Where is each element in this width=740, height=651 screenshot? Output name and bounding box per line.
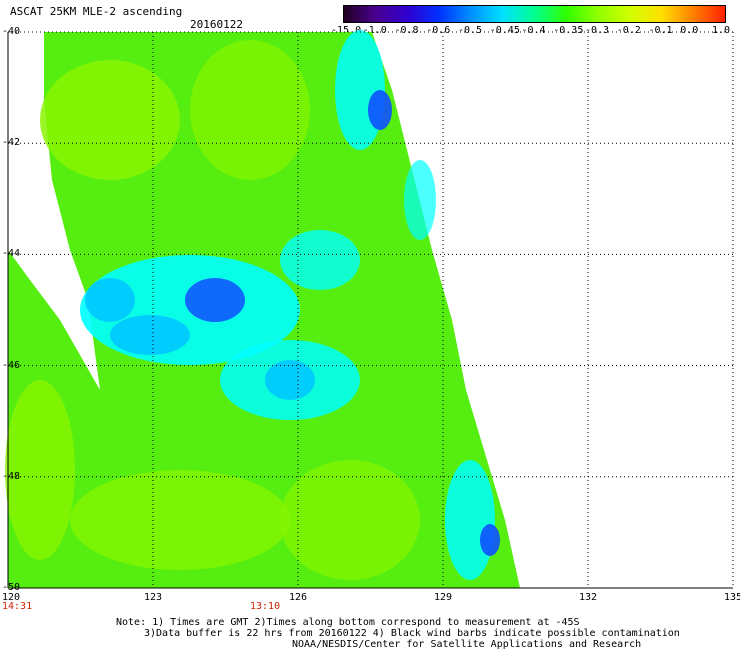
latitude-label: -46 — [2, 359, 21, 371]
longitude-label: 129 — [434, 592, 453, 603]
note-line-1: Note: 1) Times are GMT 2)Times along bot… — [116, 617, 580, 628]
lime-patch — [40, 60, 180, 180]
time-label-left: 14:31 — [2, 601, 33, 612]
color-scale-tick: -0.5 — [458, 25, 483, 36]
color-scale-tick: 0.0 — [680, 25, 699, 36]
color-scale-bar — [343, 5, 726, 23]
ascat-swath — [5, 30, 520, 588]
longitude-label: 120 — [2, 592, 21, 603]
latitude-label: -50 — [2, 582, 21, 593]
time-label-mid: 13:10 — [250, 601, 281, 612]
color-scale-tick: -0.45 — [489, 25, 520, 36]
coastal-band — [445, 460, 495, 580]
color-scale-tick: -0.4 — [521, 25, 546, 36]
coastal-band — [404, 160, 436, 240]
latitude-label: -40 — [2, 26, 21, 37]
color-scale-tick: -1.0 — [362, 25, 387, 36]
map-frame — [7, 32, 733, 589]
longitude-label: 135 — [724, 592, 740, 603]
note-line-3: NOAA/NESDIS/Center for Satellite Applica… — [292, 639, 642, 650]
coastal-band-core — [480, 524, 500, 556]
longitude-label: 132 — [579, 592, 598, 603]
color-scale-tick: -15.0 — [331, 25, 362, 36]
low-cell-core — [85, 278, 135, 322]
low-cell — [280, 230, 360, 290]
lime-patch — [70, 470, 290, 570]
color-scale-tick: -0.2 — [616, 25, 641, 36]
color-scale-tick: -0.1 — [648, 25, 673, 36]
lime-patch — [5, 380, 75, 560]
color-scale-tick: -0.35 — [553, 25, 584, 36]
color-scale-tick: -0.8 — [394, 25, 419, 36]
lime-patch — [280, 460, 420, 580]
note-line-2: 3)Data buffer is 22 hrs from 20160122 4)… — [144, 628, 680, 639]
color-scale-tick: -0.6 — [426, 25, 451, 36]
latitude-label: -44 — [2, 248, 21, 260]
coastal-band-core — [368, 90, 392, 130]
product-date: 20160122 — [190, 18, 243, 31]
latitude-label: -48 — [2, 470, 21, 482]
low-cell-core — [265, 360, 315, 400]
coastal-band — [335, 30, 385, 150]
latitude-label: -42 — [2, 137, 21, 149]
low-cell-core — [185, 278, 245, 322]
longitude-label: 126 — [289, 592, 308, 603]
longitude-label: 123 — [144, 592, 163, 603]
color-scale-tick: 1.0 — [712, 25, 731, 36]
product-title: ASCAT 25KM MLE-2 ascending — [10, 5, 183, 18]
lime-patch — [190, 40, 310, 180]
low-cell-core — [110, 315, 190, 355]
color-scale-tick: -0.3 — [585, 25, 610, 36]
